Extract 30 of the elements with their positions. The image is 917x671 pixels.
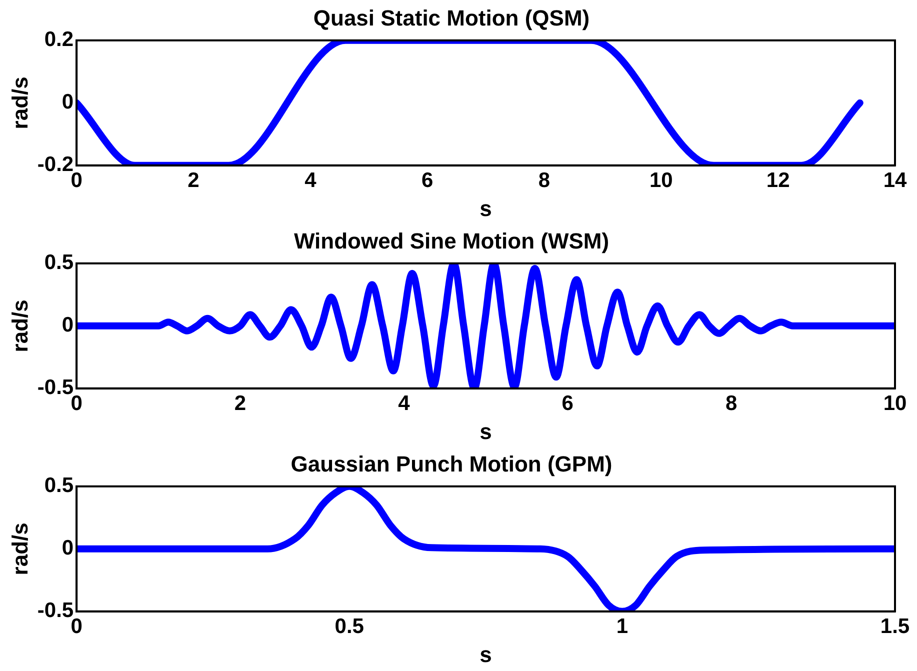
y-axis-title: rad/s <box>7 522 32 576</box>
x-tick-label: 10 <box>883 392 907 415</box>
y-tick-label: 0 <box>62 536 74 560</box>
x-tick-label: 6 <box>421 168 434 192</box>
y-tick-label: 0.2 <box>44 28 74 52</box>
x-axis-title: s <box>480 196 492 221</box>
x-axis-title: s <box>480 642 492 667</box>
x-tick-label: 4 <box>398 392 410 415</box>
x-tick-label: 0.5 <box>334 614 364 638</box>
x-tick-label: 12 <box>766 168 790 192</box>
y-tick-label: 0.5 <box>44 474 74 498</box>
y-tick-label: 0 <box>62 90 74 114</box>
x-tick-label: 14 <box>883 168 907 192</box>
y-tick-label: 0.5 <box>44 251 74 274</box>
x-tick-label: 6 <box>562 392 574 415</box>
x-tick-label: 8 <box>725 392 738 415</box>
x-tick-label: 10 <box>649 168 673 192</box>
chart-title: Quasi Static Motion (QSM) <box>313 5 590 30</box>
x-tick-label: 2 <box>188 168 200 192</box>
x-tick-label: 4 <box>304 168 317 192</box>
x-axis-title: s <box>480 418 492 444</box>
x-tick-label: 2 <box>234 392 246 415</box>
chart-title: Windowed Sine Motion (WSM) <box>294 228 610 254</box>
chart-title: Gaussian Punch Motion (GPM) <box>290 451 612 476</box>
x-tick-label: 1.5 <box>880 614 910 638</box>
y-tick-label: 0 <box>62 314 74 337</box>
x-tick-label: 8 <box>538 168 550 192</box>
y-axis-title: rad/s <box>7 300 32 352</box>
x-tick-label: 1 <box>616 614 628 638</box>
y-axis-title: rad/s <box>7 76 32 130</box>
